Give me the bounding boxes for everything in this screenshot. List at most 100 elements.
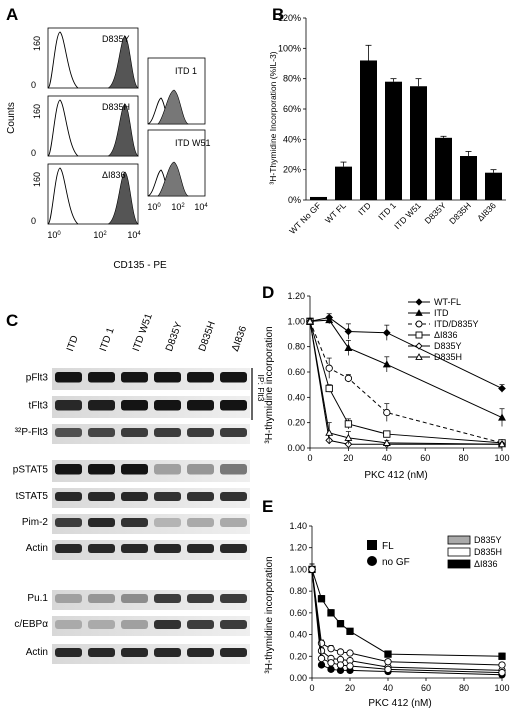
blot-band <box>154 648 181 657</box>
blot-band <box>154 544 181 553</box>
blot-band <box>88 544 115 553</box>
panel-b-ylabel: ³H-Thymidine Incorporation (%IL-3) <box>268 51 278 184</box>
marker <box>336 648 345 656</box>
lane-label: ITD <box>65 334 81 353</box>
panel-b-bar-chart: 0%20%40%60%80%100%120%WT No GF WT FL ITD IT… <box>278 13 506 236</box>
marker <box>346 662 354 670</box>
marker <box>415 309 423 316</box>
panel-a-ylabel: Counts <box>6 102 17 134</box>
expression-peak <box>157 89 189 125</box>
y-tick-label: 0.00 <box>289 673 307 683</box>
blot-band <box>187 620 214 629</box>
x-tick-exponent: 4 <box>204 203 208 209</box>
marker <box>384 658 392 666</box>
marker <box>382 438 391 446</box>
y-tick-label: 0.80 <box>287 342 305 352</box>
marker <box>327 659 335 667</box>
legend-label: D835H <box>474 547 502 557</box>
category-label: ΔI836 <box>475 200 498 223</box>
panel-e-line-chart: 0.00 0.20 0.40 0.60 0.80 1.00 1.20 1.40 0 20 40 60 8… <box>289 521 509 693</box>
panel-d-xlabel: PKC 412 (nM) <box>364 470 427 481</box>
blot-band <box>220 428 247 437</box>
blot-band <box>121 400 148 411</box>
legend-label: ΔI836 <box>474 559 498 569</box>
category-label: ITD <box>356 200 373 217</box>
mutant-label: ITD W51 <box>175 138 211 148</box>
x-tick-label: 40 <box>382 453 392 463</box>
y-tick-label: 0 <box>31 148 36 158</box>
blot-band <box>220 594 247 603</box>
series-line-ITD <box>309 319 503 419</box>
series-line-ITD/D835Y <box>309 321 503 444</box>
y-tick-label: 0 <box>31 216 36 226</box>
blot-label: Pim-2 <box>22 517 49 528</box>
x-tick-exponent: 2 <box>181 203 185 209</box>
y-tick-label: 60% <box>283 104 301 114</box>
y-tick-label: 0 <box>31 80 36 90</box>
blot-band <box>55 544 82 553</box>
blot-band <box>88 400 115 411</box>
blot-label: Actin <box>26 543 48 554</box>
legend-marker <box>367 540 377 550</box>
marker <box>498 661 506 669</box>
y-tick-label: 160 <box>32 36 42 51</box>
blot-band <box>55 372 82 383</box>
x-tick-label: 20 <box>345 683 355 693</box>
series-line-D835H <box>309 321 503 445</box>
marker <box>415 298 423 306</box>
legend-label: D835Y <box>474 535 502 545</box>
blot-band <box>121 492 148 501</box>
expression-peak <box>107 35 139 89</box>
x-tick-label: 60 <box>421 683 431 693</box>
y-tick-label: 0.80 <box>289 586 307 596</box>
blot-band <box>220 372 247 383</box>
isotype-curve <box>47 31 79 89</box>
bar-0 <box>310 196 327 200</box>
y-tick-label: 80% <box>283 74 301 84</box>
blot-band <box>154 492 181 501</box>
mutant-label: D835Y <box>102 34 130 44</box>
panel-d-line-chart: 0.00 0.20 0.40 0.60 0.80 1.00 1.20 0 20 40 60 80 100… <box>287 291 509 463</box>
marker <box>308 565 316 574</box>
blot-band <box>55 492 82 501</box>
mutant-label: ITD 1 <box>175 66 197 76</box>
x-tick-label: 104 <box>127 230 141 240</box>
blot-band <box>121 544 148 553</box>
y-tick-label: 20% <box>283 165 301 175</box>
marker <box>317 595 326 603</box>
y-tick-label: 0.20 <box>287 418 305 428</box>
mutant-label: D835H <box>102 102 130 112</box>
blot-label: tFlt3 <box>29 400 49 411</box>
marker <box>325 384 333 393</box>
expression-peak <box>107 171 139 225</box>
marker <box>336 620 345 628</box>
x-tick-exponent: 4 <box>137 231 141 237</box>
marker <box>325 315 334 324</box>
blot-label: Actin <box>26 647 48 658</box>
blot-band <box>220 400 247 411</box>
bar-1 <box>335 166 352 200</box>
blot-band <box>187 594 214 603</box>
isotype-curve <box>47 99 79 157</box>
y-tick-label: 0% <box>288 195 301 205</box>
marker <box>415 331 423 339</box>
blot-band <box>88 372 115 383</box>
y-tick-label: 1.00 <box>287 316 305 326</box>
x-tick-exponent: 0 <box>57 231 61 237</box>
marker <box>382 328 391 337</box>
expression-peak <box>157 161 189 197</box>
legend-label: WT-FL <box>434 297 461 307</box>
expression-peak <box>107 103 139 157</box>
blot-band <box>154 518 181 527</box>
blot-band <box>55 620 82 629</box>
blot-band <box>121 428 148 437</box>
blot-band <box>88 464 115 475</box>
lane-label: ITD W51 <box>131 312 155 353</box>
blot-band <box>220 464 247 475</box>
marker <box>344 374 353 382</box>
blot-band <box>121 464 148 475</box>
legend-swatch <box>447 535 471 545</box>
y-tick-label: 0.60 <box>289 608 307 618</box>
x-tick-label: 0 <box>309 683 314 693</box>
